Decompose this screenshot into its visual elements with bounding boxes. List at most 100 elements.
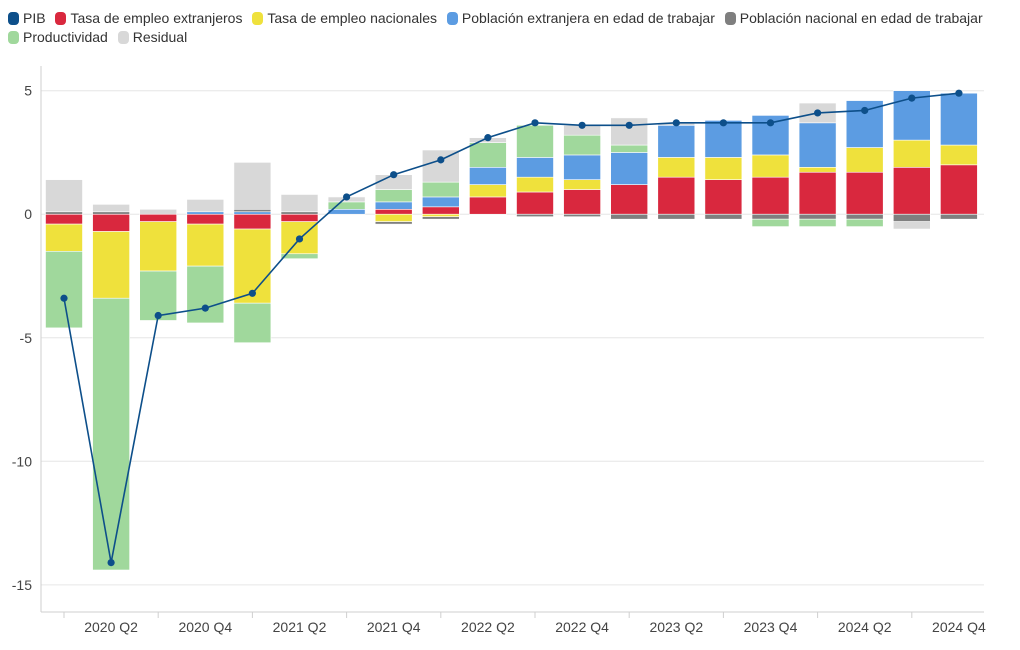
legend-swatch bbox=[8, 31, 19, 44]
pib-point bbox=[390, 171, 398, 179]
x-tick-label: 2020 Q2 bbox=[84, 619, 138, 635]
x-tick-label: 2020 Q4 bbox=[178, 619, 232, 635]
legend-item-residual[interactable]: Residual bbox=[117, 29, 187, 46]
pib-point bbox=[343, 193, 351, 201]
bar-segment bbox=[469, 184, 507, 198]
x-tick-label: 2021 Q4 bbox=[367, 619, 421, 635]
pib-point bbox=[484, 134, 492, 142]
bar-segment bbox=[892, 166, 931, 215]
x-tick-label: 2022 Q2 bbox=[461, 619, 515, 635]
bar-segment bbox=[45, 213, 83, 225]
bar-segment bbox=[657, 176, 696, 215]
legend-swatch bbox=[55, 12, 67, 25]
pib-point bbox=[531, 119, 539, 127]
bar-segment bbox=[280, 253, 319, 260]
bar-segment bbox=[704, 120, 743, 158]
bar-segment bbox=[563, 134, 601, 156]
legend-item-pib[interactable]: PIB bbox=[8, 10, 46, 27]
bar-segment bbox=[798, 171, 837, 215]
bar-segment bbox=[233, 211, 272, 215]
bar-segment bbox=[610, 213, 649, 220]
legend-label: Población nacional en edad de trabajar bbox=[739, 10, 983, 26]
bar-segment bbox=[516, 213, 554, 218]
bar-segment bbox=[421, 196, 460, 208]
y-tick-label: 5 bbox=[24, 83, 32, 99]
legend-swatch bbox=[252, 12, 264, 25]
legend-swatch bbox=[8, 12, 19, 25]
bar-segment bbox=[516, 124, 554, 158]
bar-segment bbox=[233, 208, 272, 213]
bar-segment bbox=[186, 211, 225, 215]
pib-point bbox=[60, 294, 68, 302]
bar-segment bbox=[657, 157, 696, 178]
legend-swatch bbox=[117, 31, 129, 44]
legend-item-tasa-nacionales[interactable]: Tasa de empleo nacionales bbox=[252, 10, 437, 27]
bar-segment bbox=[940, 144, 978, 166]
bar-segment bbox=[940, 164, 978, 215]
bar-segment bbox=[751, 218, 790, 227]
bar-segment bbox=[516, 157, 554, 178]
x-tick-label: 2022 Q4 bbox=[555, 619, 609, 635]
bar-segment bbox=[845, 147, 884, 173]
pib-point bbox=[766, 119, 775, 127]
legend-item-tasa-extranjeros[interactable]: Tasa de empleo extranjeros bbox=[55, 10, 242, 27]
bar-segment bbox=[845, 171, 884, 215]
bar-segment bbox=[45, 223, 83, 252]
bar-segment bbox=[563, 154, 601, 180]
x-tick-label: 2024 Q2 bbox=[838, 619, 892, 635]
bar-segment bbox=[374, 208, 413, 215]
y-tick-label: -15 bbox=[12, 577, 32, 593]
pib-point bbox=[437, 156, 445, 164]
bar-segment bbox=[751, 176, 790, 215]
bar-segment bbox=[139, 208, 177, 215]
legend-item-poblacion-extranjera[interactable]: Población extranjera en edad de trabajar bbox=[446, 10, 715, 27]
bar-segment bbox=[798, 122, 837, 168]
bar-segment bbox=[92, 213, 130, 232]
pib-point bbox=[578, 121, 586, 129]
bar-segment bbox=[798, 218, 837, 227]
legend-item-productividad[interactable]: Productividad bbox=[8, 29, 108, 46]
bar-segment bbox=[940, 213, 978, 220]
bar-segment bbox=[374, 213, 413, 222]
bar-segment bbox=[516, 191, 554, 215]
pib-point bbox=[955, 89, 963, 97]
bar-segment bbox=[45, 179, 83, 213]
bar-segment bbox=[92, 231, 130, 299]
bar-segment bbox=[751, 154, 790, 178]
bar-segment bbox=[610, 144, 649, 153]
bar-segment bbox=[421, 181, 460, 198]
bar-segment bbox=[845, 218, 884, 227]
bar-segment bbox=[139, 221, 177, 272]
bar-segment bbox=[280, 213, 319, 222]
bar-segment bbox=[657, 124, 696, 158]
bar-segment bbox=[563, 189, 601, 215]
bar-segment bbox=[892, 221, 931, 230]
x-tick-label: 2021 Q2 bbox=[273, 619, 327, 635]
pib-point bbox=[625, 121, 633, 129]
bar-segment bbox=[186, 213, 225, 225]
bar-segment bbox=[610, 184, 649, 215]
bar-segment bbox=[45, 250, 83, 329]
chart-legend: PIB Tasa de empleo extranjeros Tasa de e… bbox=[8, 10, 1008, 48]
legend-swatch bbox=[446, 12, 458, 25]
bar-segment bbox=[421, 206, 460, 215]
legend-label: Tasa de empleo nacionales bbox=[267, 10, 438, 26]
bar-segment bbox=[92, 204, 130, 213]
legend-item-poblacion-nacional[interactable]: Población nacional en edad de trabajar bbox=[724, 10, 983, 27]
pib-point bbox=[908, 94, 916, 102]
bar-segment bbox=[92, 297, 130, 571]
bar-segment bbox=[92, 211, 130, 215]
bar-segment bbox=[233, 302, 272, 344]
bar-segment bbox=[892, 213, 931, 222]
pib-point bbox=[814, 109, 822, 117]
legend-swatch bbox=[724, 12, 736, 25]
legend-label: PIB bbox=[23, 10, 46, 26]
bar-segment bbox=[892, 139, 931, 168]
bar-segment bbox=[469, 166, 507, 185]
bar-segment bbox=[845, 213, 884, 220]
bar-segment bbox=[421, 213, 460, 218]
pib-point bbox=[107, 558, 115, 567]
pib-point bbox=[295, 235, 304, 243]
x-tick-label: 2023 Q2 bbox=[649, 619, 703, 635]
